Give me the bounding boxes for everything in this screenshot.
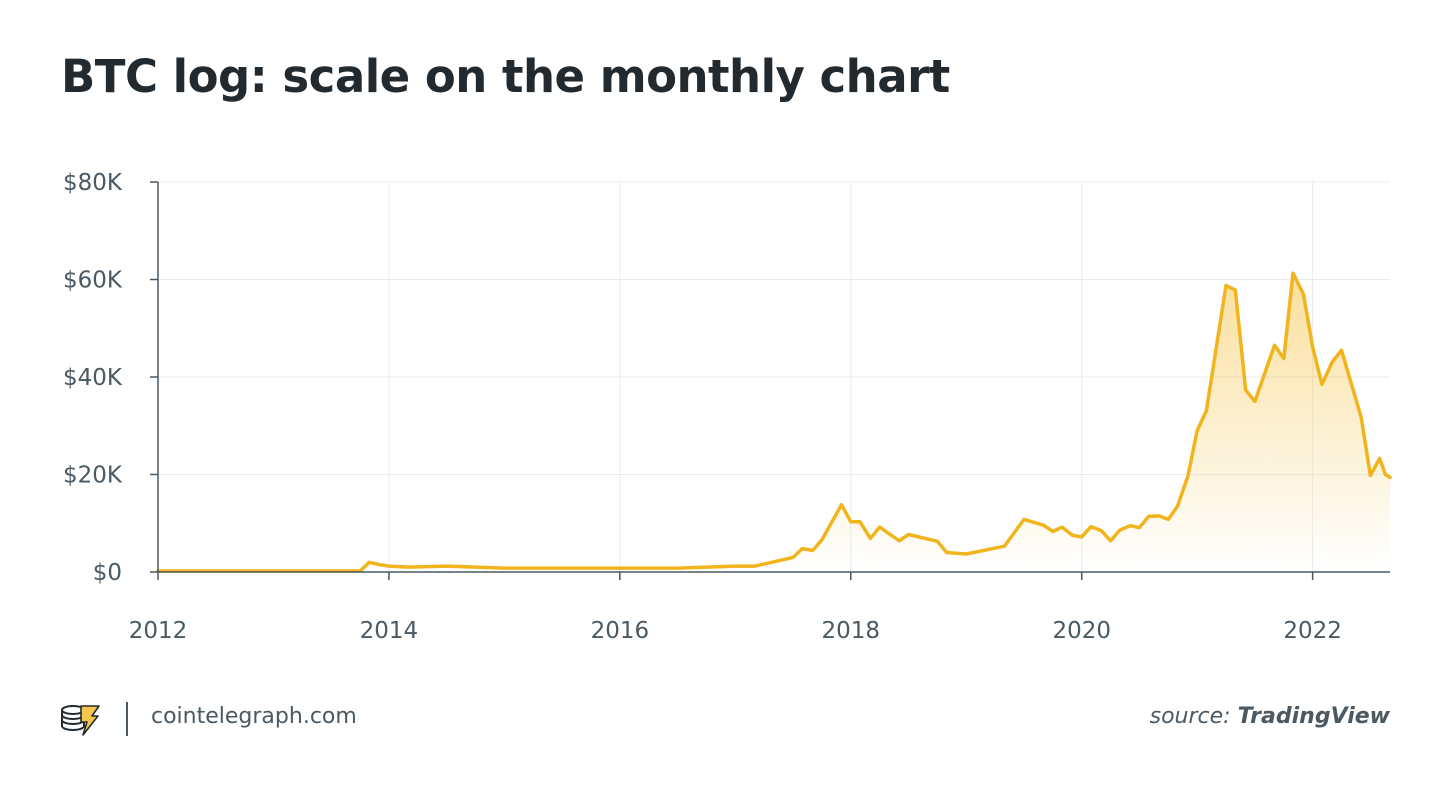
- x-tick-label: 2020: [1052, 618, 1111, 644]
- price-line: [156, 271, 1392, 573]
- y-tick-label: $0: [93, 560, 122, 586]
- y-axis-ticks: $0 $20K $40K $60K $80K: [63, 170, 123, 586]
- source-prefix: source:: [1149, 704, 1231, 729]
- y-tick-label: $80K: [63, 170, 123, 196]
- x-tick-label: 2016: [591, 618, 650, 644]
- footer-separator: [126, 702, 128, 736]
- source-name: TradingView: [1237, 704, 1390, 729]
- y-tick-label: $60K: [63, 268, 123, 294]
- chart-title: BTC log: scale on the monthly chart: [61, 50, 950, 103]
- grid-lines: [158, 181, 1390, 572]
- cointelegraph-logo-icon: [61, 705, 100, 736]
- x-tick-label: 2014: [360, 618, 419, 644]
- x-tick-label: 2018: [822, 618, 881, 644]
- price-area-fill: [158, 273, 1390, 572]
- x-axis-ticks: 2012 2014 2016 2018 2020 2022: [129, 618, 1342, 644]
- y-tick-label: $20K: [63, 463, 123, 489]
- x-tick-label: 2012: [129, 618, 188, 644]
- x-tick-label: 2022: [1283, 618, 1342, 644]
- area-fill-layer: [158, 273, 1390, 572]
- axes: [150, 181, 1390, 580]
- footer-site-link[interactable]: cointelegraph.com: [151, 704, 357, 729]
- footer-source: source: TradingView: [1150, 704, 1390, 729]
- y-tick-label: $40K: [63, 365, 123, 391]
- price-line-layer: [156, 271, 1392, 573]
